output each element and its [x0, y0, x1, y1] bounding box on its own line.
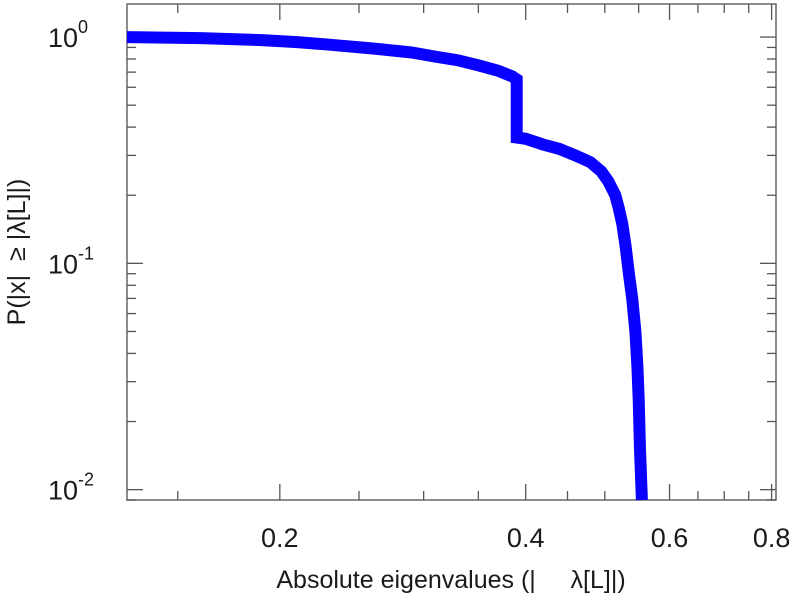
series-line — [126, 31, 648, 501]
x-tick-label: 0.8 — [753, 523, 791, 553]
series-layer — [126, 31, 648, 501]
y-tick-exponent: -1 — [78, 243, 94, 263]
y-tick-label: 10-1 — [48, 243, 94, 279]
x-axis-ticks: 0.2 0.4 0.6 0.8 — [177, 4, 791, 553]
y-tick-exponent: -2 — [78, 470, 94, 490]
y-tick-exponent: 0 — [78, 17, 88, 37]
y-tick-label: 100 — [48, 17, 88, 53]
y-axis-title: P(|x| ≥ |λ[L]|) — [3, 179, 31, 326]
plot-frame — [126, 3, 777, 501]
x-tick-label: 0.2 — [261, 523, 299, 553]
y-tick-label: 10-2 — [48, 470, 94, 506]
x-axis-title: Absolute eigenvalues (| λ[L]|) — [276, 566, 625, 594]
y-axis-ticks: 100 10-1 10-2 — [48, 17, 776, 506]
x-tick-label: 0.4 — [507, 523, 545, 553]
x-tick-label: 0.6 — [651, 523, 689, 553]
